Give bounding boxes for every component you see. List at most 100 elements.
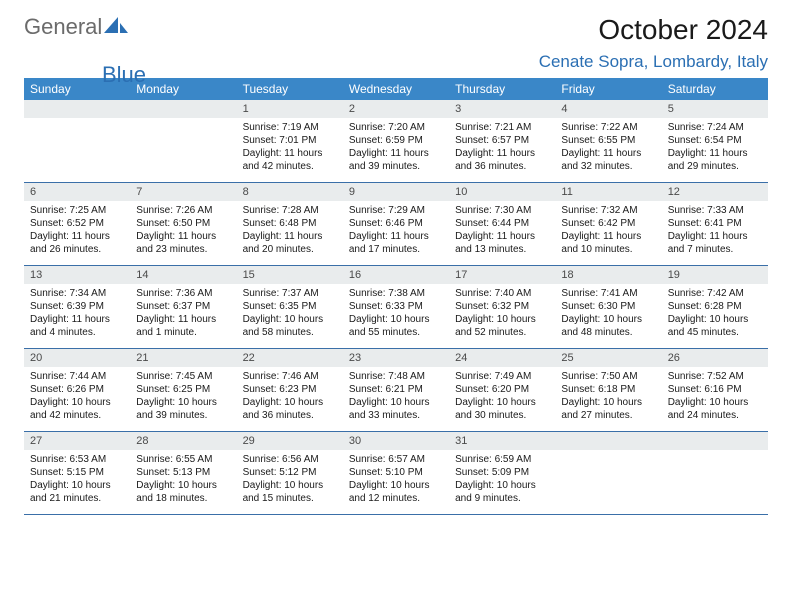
day-details: Sunrise: 7:30 AMSunset: 6:44 PMDaylight:… (449, 201, 555, 260)
sunset-line: Sunset: 6:26 PM (30, 383, 124, 396)
day-details: Sunrise: 7:46 AMSunset: 6:23 PMDaylight:… (237, 367, 343, 426)
day-number: 3 (449, 100, 555, 118)
sunset-line: Sunset: 6:30 PM (561, 300, 655, 313)
daylight-line: Daylight: 10 hours and 36 minutes. (243, 396, 337, 422)
day-details: Sunrise: 7:33 AMSunset: 6:41 PMDaylight:… (662, 201, 768, 260)
sunrise-line: Sunrise: 7:41 AM (561, 287, 655, 300)
day-details: Sunrise: 7:20 AMSunset: 6:59 PMDaylight:… (343, 118, 449, 177)
sunrise-line: Sunrise: 7:44 AM (30, 370, 124, 383)
sunset-line: Sunset: 6:21 PM (349, 383, 443, 396)
sunrise-line: Sunrise: 6:53 AM (30, 453, 124, 466)
day-details: Sunrise: 7:28 AMSunset: 6:48 PMDaylight:… (237, 201, 343, 260)
sunrise-line: Sunrise: 7:49 AM (455, 370, 549, 383)
daylight-line: Daylight: 11 hours and 32 minutes. (561, 147, 655, 173)
day-cell: 28Sunrise: 6:55 AMSunset: 5:13 PMDayligh… (130, 432, 236, 514)
day-cell: 26Sunrise: 7:52 AMSunset: 6:16 PMDayligh… (662, 349, 768, 431)
day-details: Sunrise: 7:22 AMSunset: 6:55 PMDaylight:… (555, 118, 661, 177)
day-details: Sunrise: 7:32 AMSunset: 6:42 PMDaylight:… (555, 201, 661, 260)
day-number: 9 (343, 183, 449, 201)
day-cell: 23Sunrise: 7:48 AMSunset: 6:21 PMDayligh… (343, 349, 449, 431)
sunset-line: Sunset: 6:35 PM (243, 300, 337, 313)
daylight-line: Daylight: 11 hours and 17 minutes. (349, 230, 443, 256)
daylight-line: Daylight: 10 hours and 30 minutes. (455, 396, 549, 422)
sunrise-line: Sunrise: 7:36 AM (136, 287, 230, 300)
day-cell (662, 432, 768, 514)
sunrise-line: Sunrise: 7:34 AM (30, 287, 124, 300)
week-row: 13Sunrise: 7:34 AMSunset: 6:39 PMDayligh… (24, 266, 768, 349)
daylight-line: Daylight: 10 hours and 45 minutes. (668, 313, 762, 339)
day-details: Sunrise: 7:34 AMSunset: 6:39 PMDaylight:… (24, 284, 130, 343)
day-cell: 27Sunrise: 6:53 AMSunset: 5:15 PMDayligh… (24, 432, 130, 514)
day-number: 13 (24, 266, 130, 284)
sunset-line: Sunset: 5:13 PM (136, 466, 230, 479)
sunrise-line: Sunrise: 7:19 AM (243, 121, 337, 134)
sunrise-line: Sunrise: 7:40 AM (455, 287, 549, 300)
day-number: 4 (555, 100, 661, 118)
sunset-line: Sunset: 6:59 PM (349, 134, 443, 147)
sunrise-line: Sunrise: 7:30 AM (455, 204, 549, 217)
week-row: 6Sunrise: 7:25 AMSunset: 6:52 PMDaylight… (24, 183, 768, 266)
day-details: Sunrise: 6:57 AMSunset: 5:10 PMDaylight:… (343, 450, 449, 509)
day-number: 20 (24, 349, 130, 367)
day-cell: 12Sunrise: 7:33 AMSunset: 6:41 PMDayligh… (662, 183, 768, 265)
dow-tuesday: Tuesday (237, 78, 343, 100)
sunset-line: Sunset: 6:46 PM (349, 217, 443, 230)
sunset-line: Sunset: 6:41 PM (668, 217, 762, 230)
day-details: Sunrise: 7:49 AMSunset: 6:20 PMDaylight:… (449, 367, 555, 426)
day-details: Sunrise: 7:45 AMSunset: 6:25 PMDaylight:… (130, 367, 236, 426)
daylight-line: Daylight: 11 hours and 7 minutes. (668, 230, 762, 256)
sunset-line: Sunset: 5:15 PM (30, 466, 124, 479)
daylight-line: Daylight: 10 hours and 52 minutes. (455, 313, 549, 339)
sunrise-line: Sunrise: 7:46 AM (243, 370, 337, 383)
day-cell: 6Sunrise: 7:25 AMSunset: 6:52 PMDaylight… (24, 183, 130, 265)
sunset-line: Sunset: 5:12 PM (243, 466, 337, 479)
day-details: Sunrise: 7:19 AMSunset: 7:01 PMDaylight:… (237, 118, 343, 177)
day-details: Sunrise: 7:44 AMSunset: 6:26 PMDaylight:… (24, 367, 130, 426)
sunset-line: Sunset: 6:54 PM (668, 134, 762, 147)
sunset-line: Sunset: 6:20 PM (455, 383, 549, 396)
day-cell: 20Sunrise: 7:44 AMSunset: 6:26 PMDayligh… (24, 349, 130, 431)
daylight-line: Daylight: 10 hours and 24 minutes. (668, 396, 762, 422)
daylight-line: Daylight: 11 hours and 4 minutes. (30, 313, 124, 339)
sunrise-line: Sunrise: 7:38 AM (349, 287, 443, 300)
daylight-line: Daylight: 10 hours and 27 minutes. (561, 396, 655, 422)
day-number: 31 (449, 432, 555, 450)
daylight-line: Daylight: 10 hours and 39 minutes. (136, 396, 230, 422)
day-number: 28 (130, 432, 236, 450)
daylight-line: Daylight: 11 hours and 20 minutes. (243, 230, 337, 256)
sunrise-line: Sunrise: 7:28 AM (243, 204, 337, 217)
weeks-container: 1Sunrise: 7:19 AMSunset: 7:01 PMDaylight… (24, 100, 768, 515)
day-number: 25 (555, 349, 661, 367)
day-number: 23 (343, 349, 449, 367)
daylight-line: Daylight: 11 hours and 13 minutes. (455, 230, 549, 256)
day-cell: 1Sunrise: 7:19 AMSunset: 7:01 PMDaylight… (237, 100, 343, 182)
calendar-page: General Blue October 2024 Cenate Sopra, … (0, 0, 792, 525)
sunrise-line: Sunrise: 7:42 AM (668, 287, 762, 300)
sunrise-line: Sunrise: 7:32 AM (561, 204, 655, 217)
day-details: Sunrise: 7:36 AMSunset: 6:37 PMDaylight:… (130, 284, 236, 343)
daylight-line: Daylight: 10 hours and 48 minutes. (561, 313, 655, 339)
day-number: 1 (237, 100, 343, 118)
day-cell: 19Sunrise: 7:42 AMSunset: 6:28 PMDayligh… (662, 266, 768, 348)
daylight-line: Daylight: 10 hours and 21 minutes. (30, 479, 124, 505)
day-cell: 11Sunrise: 7:32 AMSunset: 6:42 PMDayligh… (555, 183, 661, 265)
day-number: 15 (237, 266, 343, 284)
day-cell: 29Sunrise: 6:56 AMSunset: 5:12 PMDayligh… (237, 432, 343, 514)
day-cell: 16Sunrise: 7:38 AMSunset: 6:33 PMDayligh… (343, 266, 449, 348)
daylight-line: Daylight: 11 hours and 10 minutes. (561, 230, 655, 256)
day-details: Sunrise: 7:21 AMSunset: 6:57 PMDaylight:… (449, 118, 555, 177)
sunrise-line: Sunrise: 7:33 AM (668, 204, 762, 217)
week-row: 20Sunrise: 7:44 AMSunset: 6:26 PMDayligh… (24, 349, 768, 432)
day-number: 19 (662, 266, 768, 284)
day-number: 16 (343, 266, 449, 284)
day-number: 22 (237, 349, 343, 367)
day-cell: 22Sunrise: 7:46 AMSunset: 6:23 PMDayligh… (237, 349, 343, 431)
sunset-line: Sunset: 7:01 PM (243, 134, 337, 147)
sunset-line: Sunset: 6:16 PM (668, 383, 762, 396)
day-details: Sunrise: 7:40 AMSunset: 6:32 PMDaylight:… (449, 284, 555, 343)
sunrise-line: Sunrise: 7:50 AM (561, 370, 655, 383)
day-cell: 8Sunrise: 7:28 AMSunset: 6:48 PMDaylight… (237, 183, 343, 265)
day-cell: 10Sunrise: 7:30 AMSunset: 6:44 PMDayligh… (449, 183, 555, 265)
sunset-line: Sunset: 5:09 PM (455, 466, 549, 479)
day-cell: 7Sunrise: 7:26 AMSunset: 6:50 PMDaylight… (130, 183, 236, 265)
